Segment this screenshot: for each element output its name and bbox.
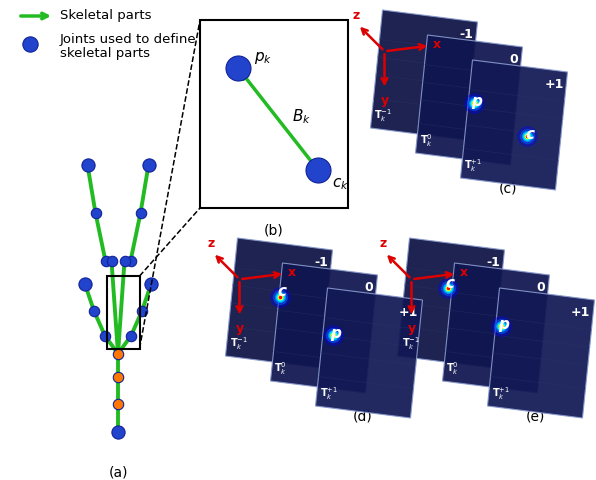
Polygon shape [225, 238, 333, 368]
Text: -1: -1 [460, 28, 473, 41]
Polygon shape [488, 288, 594, 418]
Text: (a): (a) [108, 466, 128, 480]
Text: $p_k$: $p_k$ [254, 50, 272, 66]
Text: $\mathbf{T}_k^0$: $\mathbf{T}_k^0$ [420, 132, 432, 149]
Polygon shape [271, 263, 377, 393]
Text: 0: 0 [365, 281, 374, 294]
Text: $\mathbf{T}_k^{-1}$: $\mathbf{T}_k^{-1}$ [374, 107, 393, 124]
Text: $\mathbf{T}_k^{-1}$: $\mathbf{T}_k^{-1}$ [229, 335, 247, 352]
Text: 0: 0 [510, 53, 519, 66]
Text: -1: -1 [315, 256, 328, 269]
Polygon shape [461, 60, 567, 190]
Polygon shape [371, 10, 477, 140]
Polygon shape [415, 35, 523, 165]
Text: (b): (b) [264, 224, 284, 238]
Text: $\mathbf{T}_k^{+1}$: $\mathbf{T}_k^{+1}$ [492, 385, 510, 402]
Text: x: x [460, 266, 468, 279]
Text: z: z [352, 9, 359, 22]
Text: z: z [207, 237, 215, 250]
Text: c: c [278, 285, 287, 300]
Text: x: x [433, 38, 441, 51]
Text: p: p [471, 94, 482, 109]
Text: p: p [499, 317, 510, 332]
Text: (d): (d) [353, 409, 373, 423]
Text: z: z [380, 237, 387, 250]
Polygon shape [398, 238, 504, 368]
Text: Joints used to define: Joints used to define [60, 33, 197, 46]
Text: +1: +1 [544, 78, 563, 91]
Text: $\mathbf{T}_k^0$: $\mathbf{T}_k^0$ [446, 360, 460, 377]
Text: +1: +1 [571, 306, 591, 319]
Text: y: y [380, 94, 389, 108]
Text: p: p [331, 326, 342, 341]
Text: y: y [408, 322, 415, 336]
Text: x: x [288, 266, 296, 279]
Text: $\mathbf{T}_k^0$: $\mathbf{T}_k^0$ [275, 360, 287, 377]
Text: c: c [525, 127, 534, 142]
Text: $\mathbf{T}_k^{-1}$: $\mathbf{T}_k^{-1}$ [402, 335, 420, 352]
Polygon shape [315, 288, 423, 418]
Text: $c_k$: $c_k$ [332, 176, 349, 192]
Polygon shape [442, 263, 550, 393]
Text: +1: +1 [399, 306, 418, 319]
Text: c: c [446, 276, 455, 290]
Text: 0: 0 [537, 281, 545, 294]
Bar [107, 276, 139, 348]
Text: -1: -1 [486, 256, 501, 269]
Text: y: y [235, 322, 244, 336]
Text: (c): (c) [499, 181, 517, 195]
Bar [200, 20, 348, 208]
Text: (e): (e) [525, 409, 545, 423]
Text: skeletal parts: skeletal parts [60, 48, 150, 60]
Text: Skeletal parts: Skeletal parts [60, 10, 151, 23]
Text: $B_k$: $B_k$ [292, 108, 311, 126]
Text: $\mathbf{T}_k^{+1}$: $\mathbf{T}_k^{+1}$ [319, 385, 337, 402]
Text: $\mathbf{T}_k^{+1}$: $\mathbf{T}_k^{+1}$ [464, 157, 483, 174]
